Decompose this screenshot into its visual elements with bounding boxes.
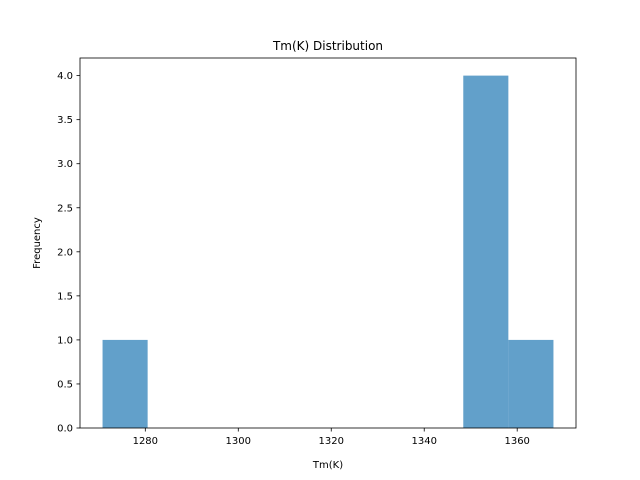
y-tick-label: 2.5: [57, 203, 73, 214]
x-axis-ticks: 1280 1300 1320 1340 1360: [133, 428, 530, 447]
y-tick-label: 0.0: [57, 424, 73, 435]
x-tick-label: 1300: [226, 436, 251, 447]
histogram-bar: [463, 75, 509, 428]
histogram-bar: [508, 339, 554, 428]
y-tick-label: 3.5: [57, 115, 73, 126]
y-tick-label: 0.5: [57, 379, 73, 390]
y-tick-label: 1.5: [57, 291, 73, 302]
y-tick-label: 2.0: [57, 247, 73, 258]
x-tick-label: 1280: [133, 436, 158, 447]
x-tick-label: 1340: [411, 436, 436, 447]
y-tick-label: 4.0: [57, 71, 73, 82]
y-axis-ticks: 0.0 0.5 1.0 1.5 2.0 2.5 3.0 3.5 4.0: [57, 71, 80, 435]
plot-frame: [79, 57, 577, 429]
y-tick-label: 1.0: [57, 335, 73, 346]
chart-title: Tm(K) Distribution: [272, 39, 383, 53]
x-axis-label: Tm(K): [312, 460, 343, 471]
y-tick-label: 3.0: [57, 159, 73, 170]
x-tick-label: 1320: [319, 436, 344, 447]
bars-group: [102, 75, 554, 428]
x-tick-label: 1360: [504, 436, 529, 447]
histogram-bar: [102, 339, 148, 428]
y-axis-label: Frequency: [32, 217, 43, 269]
